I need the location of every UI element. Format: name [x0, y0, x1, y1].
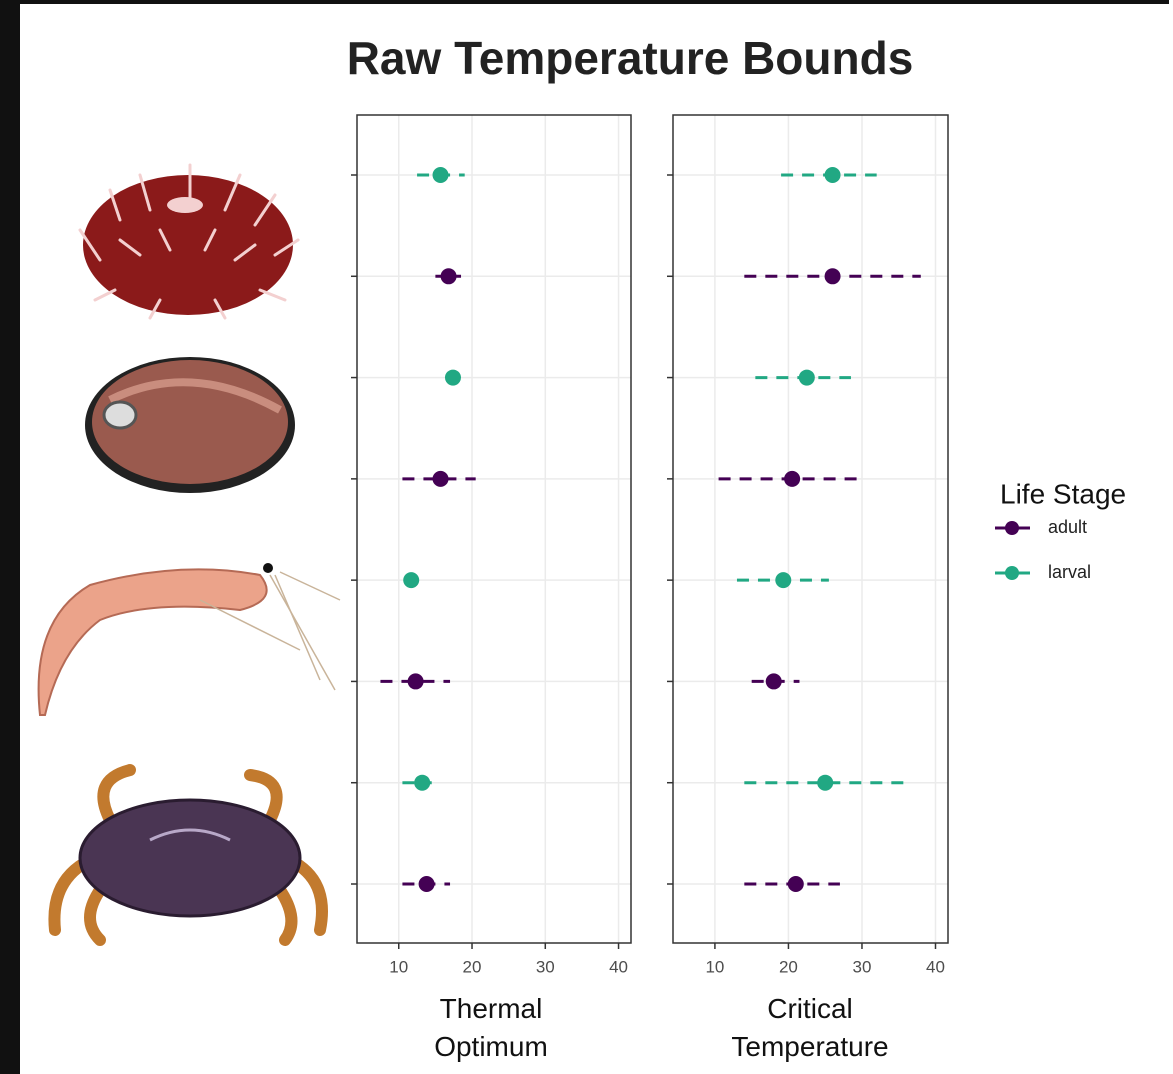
panel-background — [357, 115, 631, 943]
x-tick-label: 30 — [536, 957, 555, 976]
point — [414, 774, 431, 791]
point — [824, 167, 841, 183]
point — [787, 876, 804, 892]
point — [440, 268, 457, 285]
x-axis-label: Thermal Optimum — [434, 993, 548, 1062]
chart-title: Raw Temperature Bounds — [347, 32, 914, 84]
legend-title: Life Stage — [1000, 478, 1126, 509]
point — [432, 470, 449, 487]
abalone-image — [85, 357, 295, 493]
x-tick-label: 30 — [853, 957, 872, 976]
x-tick-label: 20 — [779, 957, 798, 976]
point — [798, 369, 815, 386]
x-tick-label: 40 — [926, 957, 945, 976]
crab-image — [48, 764, 328, 946]
urchin-image — [78, 163, 300, 320]
legend-key-point — [1005, 566, 1019, 580]
point — [824, 268, 841, 285]
point — [407, 673, 424, 690]
panel-border — [356, 114, 632, 944]
x-tick-label: 10 — [705, 957, 724, 976]
point — [775, 572, 792, 589]
point — [784, 470, 801, 487]
legend-label: larval — [1048, 562, 1091, 582]
point — [418, 876, 435, 892]
point — [432, 167, 449, 183]
legend-label: adult — [1048, 517, 1087, 537]
x-tick-label: 10 — [389, 957, 408, 976]
point — [403, 572, 420, 589]
panel-border — [672, 114, 949, 944]
legend-key-point — [1005, 521, 1019, 535]
shrimp-image — [37, 563, 341, 716]
panel-background — [673, 115, 948, 943]
x-tick-label: 20 — [463, 957, 482, 976]
x-axis-label: Critical Temperature — [731, 993, 889, 1062]
x-tick-label: 40 — [609, 957, 628, 976]
point — [444, 369, 461, 386]
point — [817, 774, 834, 791]
point — [765, 673, 782, 690]
